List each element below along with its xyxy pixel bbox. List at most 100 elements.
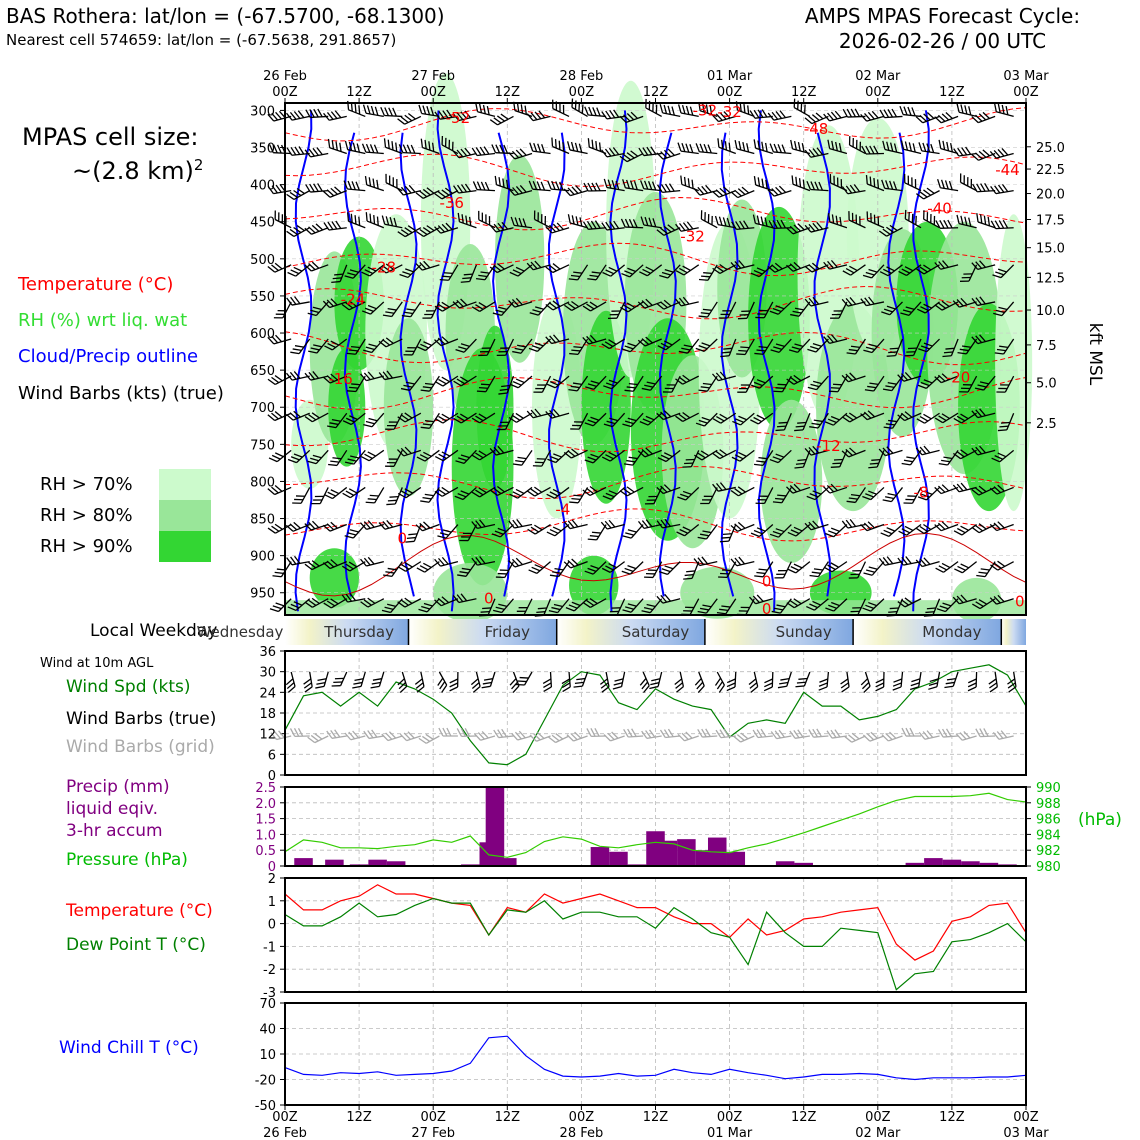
barb-staff [849,412,866,423]
barb-staff [403,449,422,457]
wind-barb [656,484,681,495]
barb-feather [975,524,984,532]
x-top-date-label: 02 Mar [855,69,901,84]
wind-barb [953,524,977,536]
barb-feather [887,492,897,496]
barb-feather [938,462,948,466]
barb-feather [683,344,693,348]
wind-barb [972,182,996,193]
barb-feather [293,521,301,529]
barb-feather [804,265,813,273]
wind-barb [827,213,848,229]
barb-staff [689,598,700,615]
barb-staff [708,487,718,504]
barb-feather [952,484,960,493]
barb-feather [311,520,320,529]
barb-staff [958,111,977,118]
barb-feather [402,144,408,154]
barb-feather [611,731,619,739]
precip-bar [775,861,795,866]
barb-feather [536,181,542,191]
barb-feather [730,191,739,199]
barb-feather [793,261,801,269]
wind-barb-grid [826,729,848,739]
barb-feather [509,383,519,389]
barb-feather [997,521,1005,529]
barb-feather [967,177,969,187]
barb-feather [387,307,397,311]
wind-barb [883,412,904,429]
barb-feather [404,412,413,419]
barb-feather [615,180,620,190]
wind-barb [804,445,829,456]
kft-tick-label: 2.5 [1036,417,1057,432]
barb-feather [352,730,359,739]
barb-feather [907,106,912,116]
wind-barb [656,148,681,160]
x-top-hour-label: 12Z [791,85,817,100]
barb-feather [614,678,624,682]
barb-feather [582,305,591,312]
barb-feather [443,272,453,275]
wind-barb [267,375,292,386]
precip-bar [609,851,628,866]
wind-barb [681,598,700,616]
barb-feather [330,187,338,195]
barb-feather [645,730,652,739]
barb-feather [989,682,998,689]
wind-barb [656,518,681,529]
barb-feather [623,728,629,738]
wind-barb [568,264,589,281]
barb-staff [943,561,959,573]
barb-feather [828,390,838,393]
barb-feather [272,605,282,610]
barb-feather [882,228,891,235]
barb-feather [781,144,786,154]
barb-feather [995,309,1005,314]
barb-staff [1004,375,1015,393]
barb-feather [582,489,591,496]
barb-staff [890,487,904,503]
wind-barb [659,104,681,118]
barb-feather [453,417,462,424]
barb-feather [721,569,731,572]
barb-feather [775,305,785,310]
barb-feather [934,376,942,384]
wind-barbs-true-label: Wind Barbs (true) [66,709,217,729]
barb-staff [965,338,978,355]
barb-staff [932,598,941,616]
wind-barb [533,375,552,393]
weekday-name: Thursday [323,623,394,641]
barb-staff [534,486,551,497]
wind-barb [286,555,310,566]
barb-feather [554,567,564,571]
barb-feather [346,352,356,355]
barb-staff [497,486,514,497]
wind-barb [510,216,533,229]
wind-barb [623,449,644,466]
barb-feather [437,535,447,539]
wind-barb [324,486,348,500]
barb-staff [736,561,755,567]
barb-staff [736,148,755,155]
barb-staff [465,561,477,577]
barb-feather [406,536,416,540]
barb-feather [882,388,892,392]
barb-feather [482,607,492,610]
barb-feather [902,309,912,314]
barb-feather [293,728,300,737]
barb-feather [345,563,354,570]
barb-feather [548,736,556,744]
barb-staff [274,218,292,229]
barb-staff [810,227,829,233]
barb-staff [428,375,440,392]
barb-feather [464,110,472,119]
barb-feather [937,729,944,738]
barb-feather [959,173,962,183]
barb-feather [656,486,664,495]
barb-feather [866,733,875,741]
barb-staff [662,598,681,604]
barb-feather [732,420,741,426]
barb-feather [926,111,935,120]
wind-barb-true [285,671,296,693]
